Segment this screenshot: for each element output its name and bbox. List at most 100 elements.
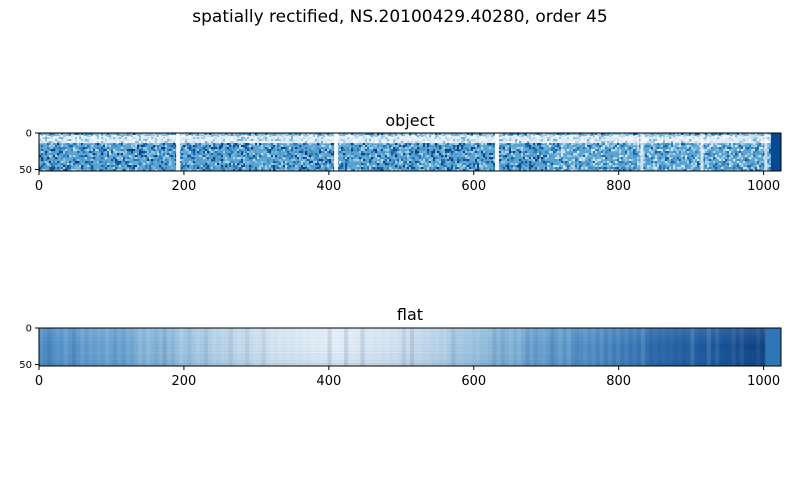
heatmap-pixel: [485, 151, 488, 154]
heatmap-pixel: [213, 139, 216, 142]
heatmap-pixel: [457, 145, 460, 148]
heatmap-pixel: [317, 133, 320, 136]
heatmap-pixel: [715, 165, 718, 168]
heatmap-pixel: [181, 153, 184, 156]
heatmap-pixel: [489, 157, 492, 160]
heatmap-pixel: [443, 143, 446, 146]
heatmap-pixel: [117, 137, 120, 140]
heatmap-pixel: [511, 159, 514, 162]
x-tick-label: 800: [606, 374, 631, 389]
heatmap-pixel: [263, 145, 266, 148]
heatmap-pixel: [349, 145, 352, 148]
heatmap-pixel: [53, 159, 56, 162]
heatmap-pixel: [109, 151, 112, 154]
heatmap-pixel: [445, 137, 448, 140]
heatmap-pixel: [723, 155, 726, 158]
heatmap-pixel: [455, 137, 458, 140]
heatmap-pixel: [397, 149, 400, 152]
heatmap-pixel: [405, 137, 408, 140]
heatmap-pixel: [561, 133, 564, 136]
heatmap-pixel: [311, 151, 314, 154]
heatmap-pixel: [457, 155, 460, 158]
heatmap-pixel: [63, 169, 66, 171]
heatmap-pixel: [169, 161, 172, 164]
heatmap-pixel: [719, 165, 722, 168]
heatmap-pixel: [459, 165, 462, 168]
heatmap-pixel: [705, 143, 708, 146]
heatmap-pixel: [55, 155, 58, 158]
heatmap-pixel: [183, 167, 186, 170]
heatmap-pixel: [657, 143, 660, 146]
heatmap-pixel: [593, 157, 596, 160]
heatmap-pixel: [535, 149, 538, 152]
heatmap-pixel: [249, 169, 252, 171]
heatmap-pixel: [235, 133, 238, 136]
heatmap-pixel: [379, 133, 382, 136]
heatmap-pixel: [683, 149, 686, 152]
heatmap-pixel: [225, 157, 228, 160]
heatmap-pixel: [665, 145, 668, 148]
heatmap-pixel: [157, 149, 160, 152]
heatmap-pixel: [291, 149, 294, 152]
heatmap-pixel: [407, 163, 410, 166]
heatmap-pixel: [583, 153, 586, 156]
heatmap-pixel: [751, 167, 754, 170]
heatmap-pixel: [171, 135, 174, 138]
heatmap-pixel: [105, 143, 108, 146]
heatmap-pixel: [271, 169, 274, 171]
heatmap-pixel: [383, 135, 386, 138]
heatmap-pixel: [631, 149, 634, 152]
heatmap-pixel: [603, 165, 606, 168]
heatmap-pixel: [671, 153, 674, 156]
heatmap-pixel: [293, 141, 296, 144]
heatmap-pixel: [653, 145, 656, 148]
heatmap-pixel: [153, 143, 156, 146]
heatmap-pixel: [503, 141, 506, 144]
heatmap-pixel: [327, 139, 330, 142]
heatmap-pixel: [201, 137, 204, 140]
heatmap-pixel: [451, 165, 454, 168]
heatmap-pixel: [619, 149, 622, 152]
heatmap-pixel: [469, 153, 472, 156]
heatmap-pixel: [761, 147, 764, 150]
heatmap-pixel: [239, 167, 242, 170]
heatmap-pixel: [273, 169, 276, 171]
heatmap-pixel: [203, 137, 206, 140]
heatmap-pixel: [87, 141, 90, 144]
heatmap-pixel: [309, 161, 312, 164]
heatmap-pixel: [269, 151, 272, 154]
heatmap-pixel: [697, 163, 700, 166]
heatmap-pixel: [227, 137, 230, 140]
heatmap-pixel: [427, 137, 430, 140]
heatmap-pixel: [651, 139, 654, 142]
heatmap-pixel: [653, 139, 656, 142]
heatmap-pixel: [651, 147, 654, 150]
heatmap-pixel: [741, 143, 744, 146]
heatmap-pixel: [377, 133, 380, 136]
heatmap-pixel: [163, 137, 166, 140]
heatmap-pixel: [515, 147, 518, 150]
heatmap-pixel: [55, 161, 58, 164]
heatmap-pixel: [361, 151, 364, 154]
heatmap-pixel: [285, 165, 288, 168]
heatmap-pixel: [233, 163, 236, 166]
heatmap-pixel: [51, 155, 54, 158]
heatmap-pixel: [241, 147, 244, 150]
heatmap-pixel: [45, 153, 48, 156]
heatmap-pixel: [561, 135, 564, 138]
heatmap-pixel: [437, 159, 440, 162]
heatmap-pixel: [225, 133, 228, 136]
heatmap-pixel: [471, 151, 474, 154]
heatmap-pixel: [739, 133, 742, 136]
heatmap-pixel: [657, 147, 660, 150]
heatmap-pixel: [615, 141, 618, 144]
heatmap-pixel: [295, 153, 298, 156]
heatmap-pixel: [59, 147, 62, 150]
heatmap-pixel: [635, 167, 638, 170]
heatmap-pixel: [223, 139, 226, 142]
heatmap-pixel: [623, 139, 626, 142]
heatmap-pixel: [227, 143, 230, 146]
heatmap-pixel: [379, 167, 382, 170]
x-tick-label: 200: [172, 374, 197, 389]
heatmap-pixel: [529, 167, 532, 170]
